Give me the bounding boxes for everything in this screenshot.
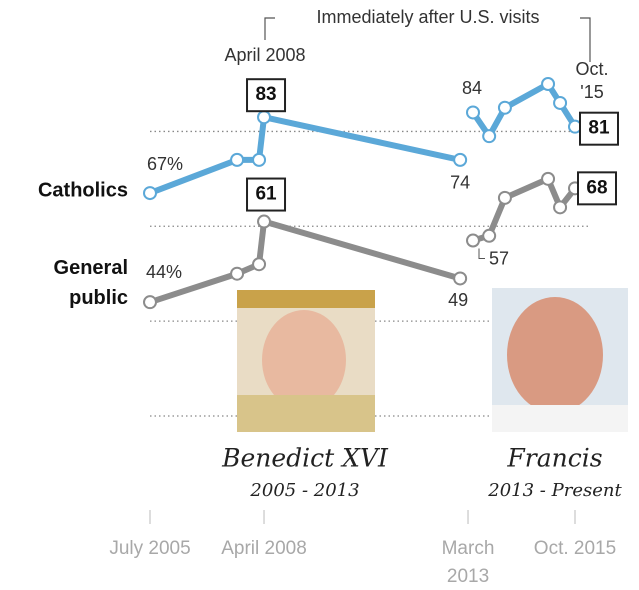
- data-point: [553, 95, 568, 110]
- label-box: [246, 78, 287, 113]
- data-point: [497, 100, 512, 115]
- pope-years: 2013 - Present: [487, 480, 622, 501]
- data-point: [482, 129, 497, 144]
- data-point: [466, 233, 480, 248]
- value-label: 44%: [146, 262, 182, 282]
- bracket-right: [580, 17, 591, 62]
- photo-vestment: [237, 395, 375, 432]
- pope-name: Benedict XVI: [221, 444, 389, 473]
- photo-mitre: [237, 290, 375, 308]
- series-line: [470, 81, 578, 140]
- series-label: Catholics: [38, 179, 128, 201]
- pope-years: 2005 - 2013: [249, 480, 359, 501]
- series-label: General public: [53, 257, 128, 309]
- x-tick-label: March 2013: [441, 538, 495, 587]
- data-point: [230, 152, 245, 167]
- value-label: 81: [588, 118, 610, 139]
- photo-cassock: [492, 405, 628, 432]
- data-point: [252, 152, 267, 167]
- value-label: 49: [448, 290, 468, 310]
- label-box: [246, 177, 287, 212]
- value-label: 67%: [147, 154, 183, 174]
- data-point: [453, 152, 468, 167]
- data-point: [257, 110, 272, 125]
- photo-face: [507, 297, 603, 413]
- data-point: [541, 171, 556, 186]
- data-point: [257, 214, 272, 229]
- x-tick-label: April 2008: [221, 538, 307, 559]
- data-point: [143, 295, 157, 310]
- data-point: [453, 271, 468, 286]
- data-point: [553, 200, 568, 215]
- value-label: 74: [450, 173, 470, 193]
- value-label: 83: [255, 84, 276, 105]
- data-point: [466, 105, 480, 120]
- visits-annotation: Immediately after U.S. visits: [316, 7, 539, 27]
- data-point: [252, 257, 267, 272]
- label-box: [577, 171, 617, 206]
- value-label: 61: [255, 184, 277, 205]
- data-point: [230, 266, 245, 281]
- value-label: 68: [586, 177, 607, 198]
- april-annotation: April 2008: [224, 45, 305, 65]
- x-tick-label: Oct. 2015: [533, 538, 617, 559]
- data-point: [143, 186, 157, 201]
- pope-name: Francis: [506, 444, 602, 473]
- data-point: [482, 228, 497, 243]
- value-label: 84: [462, 78, 482, 98]
- photos: [237, 288, 628, 432]
- oct-annotation: Oct. '15: [575, 59, 609, 102]
- data-point: [541, 77, 556, 91]
- x-tick-label: July 2005: [109, 538, 191, 559]
- visits-bracket: [264, 17, 591, 62]
- label-box: [579, 111, 619, 146]
- value-label: 57: [489, 248, 509, 268]
- series-line: [148, 114, 461, 196]
- photo-face: [262, 310, 346, 410]
- label-leader: [478, 248, 485, 260]
- bracket-left: [264, 17, 275, 40]
- data-point: [497, 190, 512, 205]
